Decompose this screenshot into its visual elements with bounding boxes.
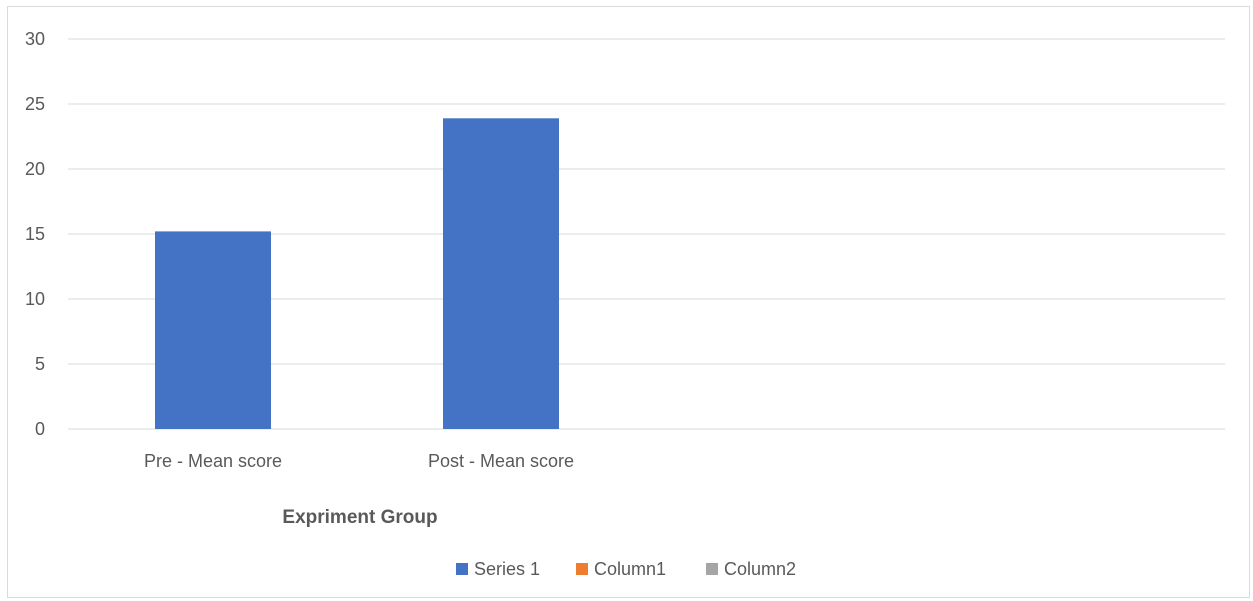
y-tick-label: 5 [35,354,45,374]
bars [155,118,559,430]
y-tick-label: 20 [25,159,45,179]
legend-swatch [706,563,718,575]
y-tick-label: 25 [25,94,45,114]
bar-post-mean-score [443,118,559,430]
y-tick-label: 15 [25,224,45,244]
y-tick-label: 10 [25,289,45,309]
legend-swatch [456,563,468,575]
legend-swatch [576,563,588,575]
x-axis-title: Expriment Group [282,507,437,528]
legend: Series 1 Column1 Column2 [456,559,796,579]
legend-label: Column2 [724,559,796,579]
x-category-label: Pre - Mean score [144,451,282,471]
y-tick-label: 0 [35,419,45,439]
y-tick-label: 30 [25,29,45,49]
legend-label: Series 1 [474,559,540,579]
x-category-label: Post - Mean score [428,451,574,471]
x-axis-category-labels: Pre - Mean score Post - Mean score [144,451,574,471]
bar-pre-mean-score [155,231,271,429]
y-axis-tick-labels: 0 5 10 15 20 25 30 [25,29,45,439]
legend-label: Column1 [594,559,666,579]
